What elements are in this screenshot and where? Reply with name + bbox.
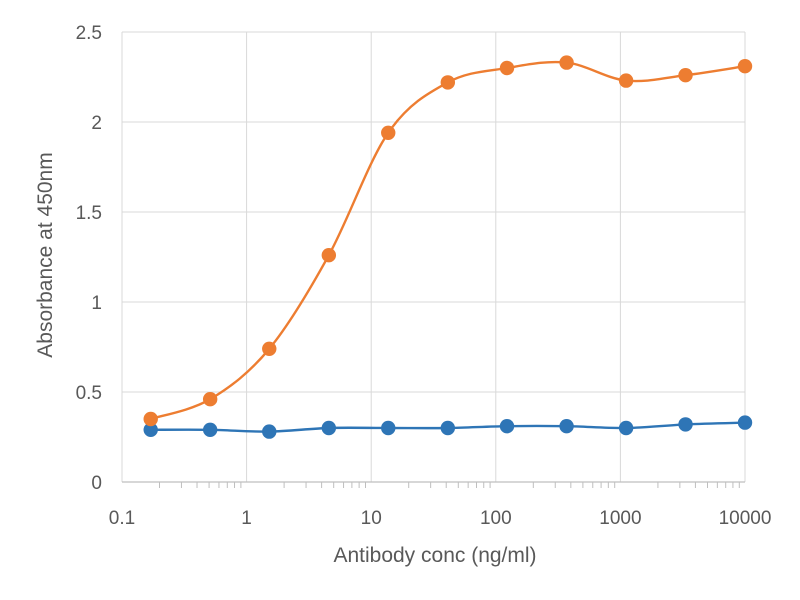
y-tick-label: 0.5 [76,383,102,404]
data-point-control [262,424,277,439]
y-tick-label: 1.5 [76,203,102,224]
data-point-control [440,420,456,436]
data-point-antibody [440,75,456,90]
x-tick-label: 1000 [599,508,641,529]
grid-lines [121,31,746,483]
data-point-control [737,415,753,430]
x-tick-label: 1 [241,508,252,529]
x-tick-label: 0.1 [109,508,135,529]
data-point-antibody [559,55,574,70]
data-point-antibody [381,125,396,140]
x-tick-label: 100 [480,508,512,529]
series-markers [143,55,753,439]
data-point-control [381,420,396,436]
y-axis-title: Absorbance at 450nm [34,152,57,357]
data-point-antibody [678,68,693,83]
data-point-antibody [262,341,277,356]
x-tick-label: 10 [361,508,382,529]
y-tick-label: 1 [91,293,102,314]
series-lines [149,60,747,433]
data-point-antibody [737,58,753,74]
data-point-antibody [202,392,218,407]
y-tick-label: 2.5 [76,23,102,44]
data-point-control [143,422,158,437]
data-point-antibody [321,248,337,263]
tick-labels: 0 0.5 1 1.5 2 2.5 0.1 1 10 100 1000 10000 [76,23,772,529]
data-point-antibody [143,411,158,427]
data-point-antibody [499,60,515,76]
data-point-control [618,420,634,436]
x-axis-title: Antibody conc (ng/ml) [333,544,536,567]
x-tick-label: 10000 [719,508,772,529]
data-point-control [321,420,337,436]
y-tick-label: 2 [91,113,102,134]
data-point-antibody [618,73,634,88]
x-minor-ticks [159,482,740,488]
series-line-antibody [149,60,747,421]
data-point-control [678,417,693,432]
data-point-control [202,422,218,437]
y-tick-label: 0 [91,473,102,494]
data-point-control [559,419,574,434]
data-point-control [499,419,515,434]
